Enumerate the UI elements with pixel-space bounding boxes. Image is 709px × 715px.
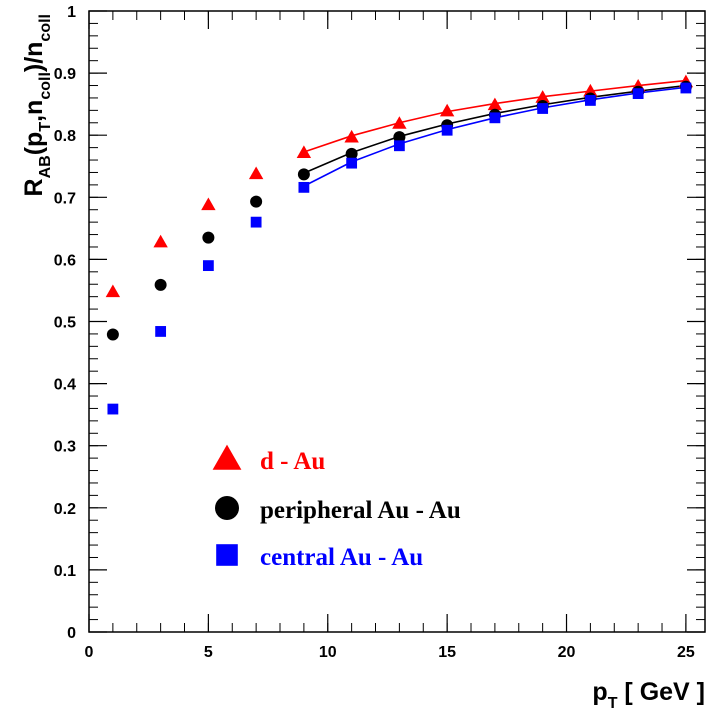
data-point-square (489, 112, 501, 124)
y-axis-title: RAB(pT,ncoll)/ncoll (20, 14, 54, 196)
x-axis-title-sub: T (608, 695, 618, 712)
data-point-square (298, 181, 310, 193)
data-point-triangle (487, 97, 503, 111)
major-ticks (88, 10, 705, 633)
legend-marker-circle (215, 496, 239, 520)
data-point-triangle (439, 103, 455, 117)
y-axis-title-main: )/n (20, 42, 48, 73)
y-axis-title-sub: coll (37, 14, 54, 42)
data-point-triangle (105, 284, 121, 298)
y-tick-label: 0.5 (54, 315, 76, 332)
data-point-square (202, 260, 214, 272)
plot-frame (88, 10, 706, 633)
x-axis-title-rest: [ GeV ] (617, 678, 705, 706)
data-point-square (393, 140, 405, 152)
data-point-triangle (583, 83, 598, 97)
data-point-triangle (296, 145, 312, 158)
data-point-circle (154, 278, 167, 291)
x-tick-label: 15 (438, 644, 456, 661)
x-tick-label: 20 (558, 644, 576, 661)
x-tick-labels: 0 5 10 15 20 25 (85, 644, 695, 661)
x-tick-label: 25 (677, 644, 695, 661)
data-point-circle (297, 168, 310, 181)
legend-label-circle: peripheral Au - Au (260, 497, 461, 524)
data-point-circle (393, 131, 406, 144)
data-point-square (250, 216, 262, 228)
data-point-circle (106, 328, 119, 341)
data-point-square (155, 326, 167, 337)
y-tick-label: 0.8 (54, 128, 76, 145)
y-tick-label: 0.3 (54, 439, 76, 456)
y-tick-labels: 0 0.1 0.2 0.3 0.4 0.5 0.6 0.7 0.8 0.9 1 (54, 4, 76, 642)
legend-marker-triangle (212, 444, 242, 470)
data-point-triangle (392, 116, 407, 129)
fit-curves (303, 79, 686, 187)
y-tick-label: 1 (67, 4, 76, 21)
data-point-square (680, 82, 692, 94)
data-point-square (632, 88, 644, 99)
legend: d - Au peripheral Au - Au central Au - Au (212, 444, 461, 571)
y-axis-title-main: R (20, 178, 48, 196)
x-axis-title-main: p (592, 678, 607, 706)
y-axis-title-main: ,n (20, 100, 48, 122)
data-point-triangle (344, 129, 359, 143)
x-tick-label: 0 (85, 644, 94, 661)
data-point-square (346, 157, 358, 169)
data-point-square (441, 124, 453, 136)
data-point-square (537, 103, 549, 114)
x-axis-title: pT [ GeV ] (592, 678, 705, 712)
data-point-circle (345, 147, 358, 160)
y-tick-label: 0.4 (54, 377, 76, 394)
y-tick-label: 0.9 (54, 66, 76, 83)
y-tick-label: 0.6 (54, 252, 76, 269)
y-axis-title-main: (p (20, 132, 48, 156)
data-point-triangle (153, 234, 168, 248)
data-point-circle (250, 195, 263, 208)
legend-label-square: central Au - Au (260, 544, 423, 571)
legend-marker-square (216, 544, 238, 566)
legend-label-triangle: d - Au (260, 448, 325, 475)
data-point-triangle (201, 197, 216, 211)
y-tick-label: 0.2 (54, 501, 76, 518)
y-tick-label: 0.7 (54, 190, 76, 207)
data-point-triangle (535, 90, 550, 103)
y-tick-label: 0 (67, 625, 76, 642)
x-tick-label: 5 (204, 644, 213, 661)
data-point-triangle (248, 166, 264, 180)
data-point-square (584, 95, 596, 106)
y-axis-title-sub: AB (37, 155, 54, 178)
y-axis-title-sub: coll (37, 72, 54, 100)
data-markers (105, 74, 694, 415)
y-tick-label: 0.1 (54, 563, 76, 580)
y-axis-title-sub: T (37, 122, 54, 132)
minor-ticks (88, 10, 705, 633)
data-point-square (107, 403, 119, 415)
data-point-circle (202, 231, 215, 244)
x-tick-label: 10 (319, 644, 337, 661)
